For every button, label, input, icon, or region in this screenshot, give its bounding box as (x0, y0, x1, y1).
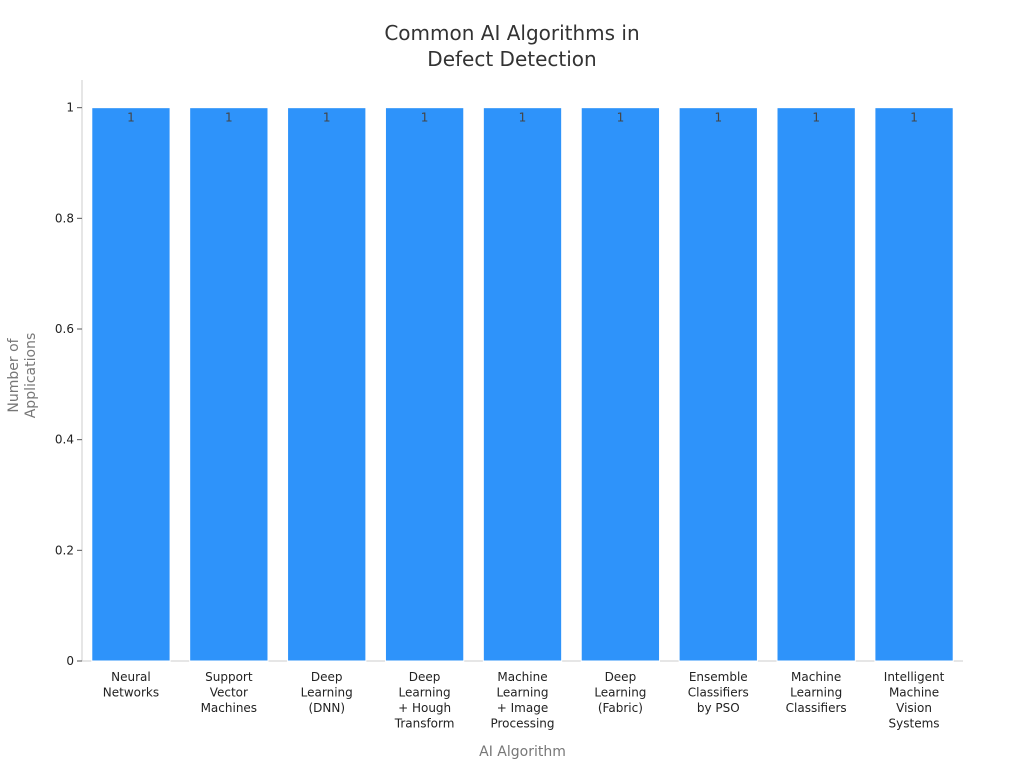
bar-data-label: 1 (812, 111, 820, 125)
y-axis-title-line: Number of (6, 337, 22, 412)
y-tick-label: 1 (66, 101, 74, 115)
bar (287, 107, 367, 662)
x-tick-label: Machine Learning + Image Processing (490, 670, 554, 731)
y-tick-label: 0.6 (55, 322, 74, 336)
bar-data-label: 1 (519, 111, 527, 125)
chart-title: Common AI Algorithms in Defect Detection (384, 21, 639, 71)
y-tick-labels: 0 0.2 0.4 0.6 0.8 1 (55, 101, 82, 668)
bar-data-label: 1 (617, 111, 625, 125)
bar-data-label: 1 (910, 111, 918, 125)
bar (91, 107, 171, 662)
x-tick-label: Intelligent Machine Vision Systems (884, 670, 945, 731)
bar (580, 107, 661, 662)
bar (874, 107, 954, 662)
bar-data-label: 1 (225, 111, 233, 125)
y-tick-label: 0.8 (55, 211, 74, 225)
x-tick-label: Support Vector Machines (201, 670, 257, 715)
x-tick-labels: Neural Networks Support Vector Machines Deep L… (103, 670, 945, 731)
x-tick-label: Neural Networks (103, 670, 159, 700)
x-tick-label: Machine Learning Classifiers (786, 670, 847, 715)
data-labels: 1 1 1 1 1 1 1 1 1 (127, 111, 918, 125)
chart-title-line: Common AI Algorithms in (384, 21, 639, 45)
bar (678, 107, 758, 662)
bar (384, 107, 465, 662)
x-tick-label: Deep Learning (DNN) (301, 670, 353, 715)
y-axis-title-line: Applications (23, 333, 39, 419)
bar-data-label: 1 (323, 111, 331, 125)
x-tick-label: Ensemble Classifiers by PSO (688, 670, 749, 715)
chart-title-line: Defect Detection (427, 47, 596, 71)
bar (482, 107, 563, 662)
bar (776, 107, 856, 662)
bars (91, 107, 954, 662)
y-tick-label: 0.2 (55, 543, 74, 557)
bar-data-label: 1 (421, 111, 429, 125)
y-tick-label: 0 (66, 654, 74, 668)
y-tick-label: 0.4 (55, 433, 74, 447)
x-tick-label: Deep Learning + Hough Transform (394, 670, 455, 731)
bar-data-label: 1 (714, 111, 722, 125)
x-axis-title: AI Algorithm (479, 744, 566, 760)
bar-data-label: 1 (127, 111, 135, 125)
bar (189, 107, 269, 662)
x-tick-label: Deep Learning (Fabric) (594, 670, 646, 715)
y-axis-title: Number ofApplications (6, 333, 39, 419)
